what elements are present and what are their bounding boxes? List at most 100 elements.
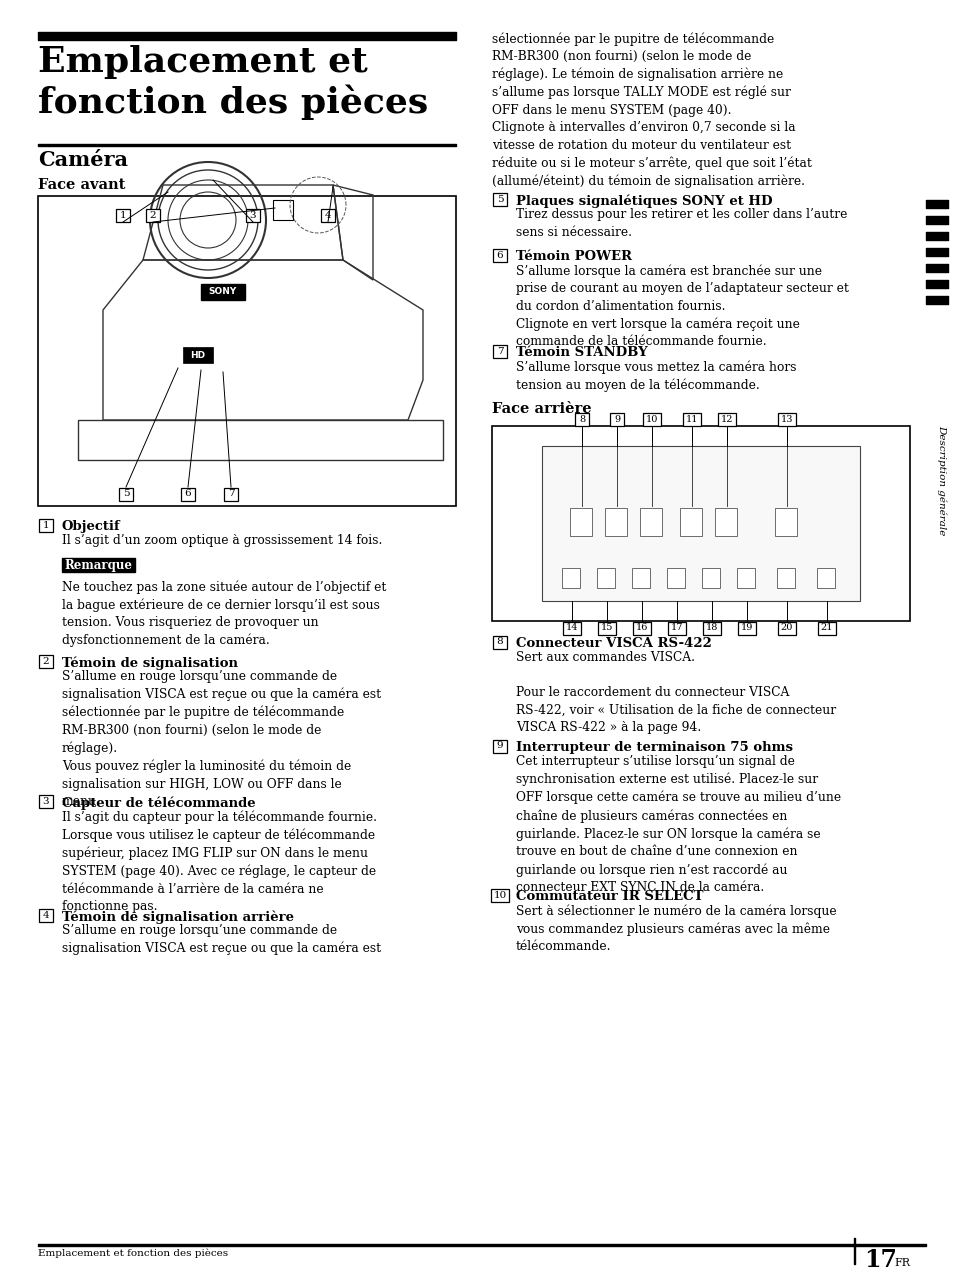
Text: Tirez dessus pour les retirer et les coller dans l’autre
sens si nécessaire.: Tirez dessus pour les retirer et les col… [516, 208, 846, 238]
Bar [39, 519, 53, 531]
Text: 10: 10 [645, 414, 658, 423]
Text: Objectif: Objectif [62, 520, 120, 533]
Bar [778, 413, 795, 426]
Text: 13: 13 [780, 414, 792, 423]
Text: 1: 1 [119, 210, 126, 219]
Bar [604, 508, 626, 536]
Text: Plaques signalétiques SONY et HD: Plaques signalétiques SONY et HD [516, 194, 772, 208]
Text: S’allume en rouge lorsqu’une commande de
signalisation VISCA est reçue ou que la: S’allume en rouge lorsqu’une commande de… [62, 924, 381, 956]
Text: Il s’agit d’un zoom optique à grossissement 14 fois.: Il s’agit d’un zoom optique à grossissem… [62, 534, 382, 547]
Text: sélectionnée par le pupitre de télécommande
RM-BR300 (non fourni) (selon le mode: sélectionnée par le pupitre de télécomma… [492, 32, 811, 189]
Bar [119, 488, 132, 501]
Bar [561, 568, 579, 589]
Text: Commutateur IR SELECT: Commutateur IR SELECT [516, 891, 702, 903]
Text: 12: 12 [720, 414, 733, 423]
Bar [493, 636, 506, 648]
Text: 21: 21 [820, 623, 832, 632]
Text: 10: 10 [493, 891, 506, 899]
Bar [493, 739, 506, 753]
Text: Face avant: Face avant [38, 178, 125, 192]
Bar [246, 209, 260, 222]
Text: 20: 20 [780, 623, 792, 632]
Bar [492, 426, 909, 620]
Text: 19: 19 [740, 623, 753, 632]
Text: 7: 7 [228, 489, 234, 498]
Text: 3: 3 [250, 210, 256, 219]
Text: 17: 17 [670, 623, 682, 632]
Text: S’allume lorsque la caméra est branchée sur une
prise de courant au moyen de l’a: S’allume lorsque la caméra est branchée … [516, 264, 848, 348]
Bar [183, 347, 213, 363]
Bar [116, 209, 130, 222]
Bar [181, 488, 194, 501]
Bar [639, 508, 661, 536]
Bar [597, 568, 615, 589]
Text: Témoin STANDBY: Témoin STANDBY [516, 347, 647, 359]
Bar [682, 413, 700, 426]
Text: 8: 8 [578, 414, 584, 423]
Bar [633, 622, 650, 634]
Bar [631, 568, 649, 589]
Bar [146, 209, 160, 222]
Text: 1: 1 [43, 521, 50, 530]
Text: Connecteur VISCA RS-422: Connecteur VISCA RS-422 [516, 637, 711, 650]
Text: Emplacement et: Emplacement et [38, 45, 367, 79]
Text: 2: 2 [150, 210, 156, 219]
Bar [38, 196, 456, 506]
Bar [493, 248, 506, 261]
Text: 4: 4 [43, 911, 50, 920]
Text: Sert à sélectionner le numéro de la caméra lorsque
vous commandez plusieurs camé: Sert à sélectionner le numéro de la camé… [516, 905, 836, 953]
Text: Il s’agit du capteur pour la télécommande fournie.
Lorsque vous utilisez le capt: Il s’agit du capteur pour la télécommand… [62, 810, 376, 913]
Text: Cet interrupteur s’utilise lorsqu’un signal de
synchronisation externe est utili: Cet interrupteur s’utilise lorsqu’un sig… [516, 755, 841, 894]
Text: Témoin de signalisation arrière: Témoin de signalisation arrière [62, 910, 294, 924]
Text: FR: FR [893, 1257, 909, 1268]
Bar [320, 209, 335, 222]
Text: 3: 3 [43, 796, 50, 805]
Text: 9: 9 [497, 741, 503, 750]
Text: 11: 11 [685, 414, 698, 423]
Text: 9: 9 [614, 414, 619, 423]
Text: Interrupteur de terminaison 75 ohms: Interrupteur de terminaison 75 ohms [516, 741, 792, 754]
Text: S’allume en rouge lorsqu’une commande de
signalisation VISCA est reçue ou que la: S’allume en rouge lorsqu’une commande de… [62, 670, 381, 809]
Text: Témoin POWER: Témoin POWER [516, 250, 631, 262]
Text: 6: 6 [497, 251, 503, 260]
Bar [702, 622, 720, 634]
Text: 6: 6 [185, 489, 192, 498]
Bar [39, 908, 53, 921]
Bar [609, 413, 623, 426]
Bar [679, 508, 701, 536]
Text: 16: 16 [635, 623, 647, 632]
Text: 18: 18 [705, 623, 718, 632]
Text: 7: 7 [497, 347, 503, 355]
Text: Caméra: Caméra [38, 150, 128, 169]
Bar [778, 622, 795, 634]
Bar [201, 284, 245, 299]
Text: S’allume lorsque vous mettez la caméra hors
tension au moyen de la télécommande.: S’allume lorsque vous mettez la caméra h… [516, 361, 796, 391]
Bar [569, 508, 592, 536]
Bar [666, 568, 684, 589]
Bar [491, 888, 509, 902]
Bar [701, 568, 720, 589]
Text: 8: 8 [497, 637, 503, 646]
Text: fonction des pièces: fonction des pièces [38, 85, 428, 121]
Bar [738, 622, 755, 634]
Bar [667, 622, 685, 634]
Text: 17: 17 [863, 1249, 896, 1271]
Bar [718, 413, 735, 426]
Bar [598, 622, 616, 634]
Bar [541, 446, 859, 601]
Text: 2: 2 [43, 656, 50, 665]
Bar [817, 622, 835, 634]
Text: Capteur de télécommande: Capteur de télécommande [62, 796, 255, 809]
Text: Remarque: Remarque [65, 558, 132, 572]
Text: 5: 5 [497, 195, 503, 204]
Text: 14: 14 [565, 623, 578, 632]
Bar [776, 568, 794, 589]
Text: 5: 5 [123, 489, 130, 498]
Bar [493, 192, 506, 205]
Text: Face arrière: Face arrière [492, 403, 591, 417]
Bar [224, 488, 237, 501]
Bar [737, 568, 754, 589]
Bar [493, 344, 506, 358]
Bar [39, 795, 53, 808]
Text: Ne touchez pas la zone située autour de l’objectif et
la bague extérieure de ce : Ne touchez pas la zone située autour de … [62, 580, 386, 647]
